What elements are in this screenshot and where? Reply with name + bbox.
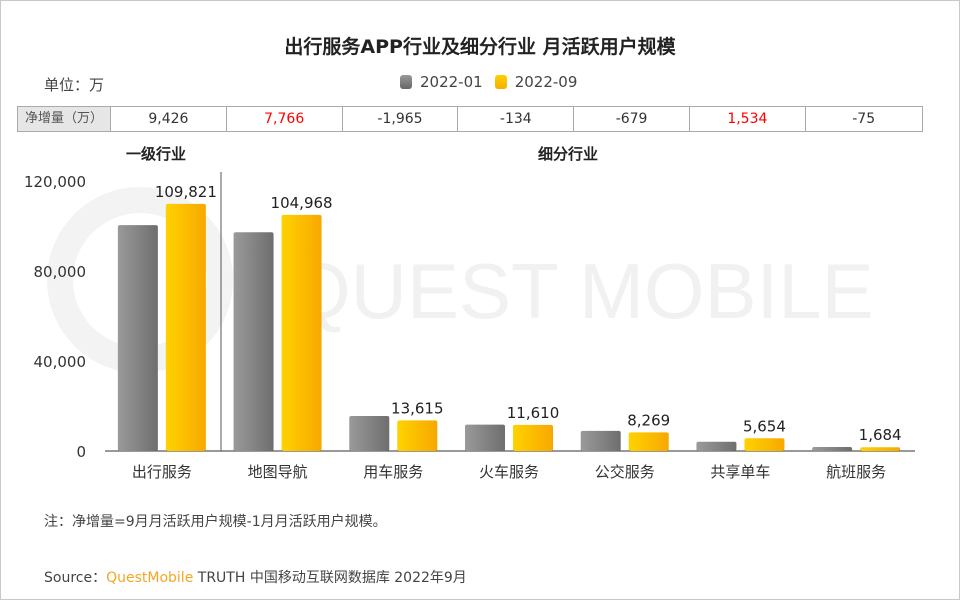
y-tick-label: 40,000 — [34, 353, 87, 371]
legend-label-2022-01: 2022-01 — [420, 73, 483, 91]
legend-label-2022-09: 2022-09 — [514, 73, 578, 91]
watermark-text: QUEST MOBILE — [290, 247, 874, 335]
bar-2022-01 — [696, 441, 737, 451]
chart-title: 出行服务APP行业及细分行业 月活跃用户规模 — [284, 36, 676, 58]
net-increase-cell: -679 — [574, 107, 690, 131]
bar-2022-01 — [117, 225, 158, 451]
data-label: 5,654 — [743, 417, 786, 435]
unit-label: 单位：万 — [44, 76, 105, 94]
bar-2022-01 — [812, 447, 853, 451]
legend: 2022-01 2022-09 — [400, 73, 577, 91]
source-prefix: Source： — [44, 570, 107, 586]
x-tick-label: 航班服务 — [826, 463, 886, 481]
group-label-primary: 一级行业 — [126, 145, 187, 163]
footnote: 注：净增量=9月月活跃用户规模-1月月活跃用户规模。 — [44, 514, 387, 530]
bar-2022-09 — [397, 420, 438, 451]
y-tick-label: 120,000 — [24, 173, 86, 191]
data-label: 8,269 — [627, 411, 670, 429]
bar-2022-09 — [744, 438, 785, 451]
x-tick-label: 用车服务 — [363, 463, 423, 481]
net-increase-cell: -134 — [458, 107, 575, 131]
y-tick-label: 0 — [76, 443, 86, 461]
bar-2022-09 — [165, 203, 206, 451]
bar-2022-09 — [513, 424, 553, 451]
data-label: 11,610 — [507, 404, 560, 422]
bar-2022-01 — [465, 424, 505, 451]
bar-2022-09 — [281, 214, 322, 451]
bar-2022-01 — [349, 415, 390, 451]
net-increase-cell: -1,965 — [343, 107, 459, 131]
bar-2022-01 — [580, 430, 621, 451]
net-increase-table: 净增量（万） 9,426 7,766 -1,965 -134 -679 1,534 -75 — [17, 106, 923, 132]
source: Source：QuestMobile TRUTH 中国移动互联网数据库 2022… — [44, 567, 467, 587]
source-rest: TRUTH 中国移动互联网数据库 2022年9月 — [193, 570, 467, 586]
data-label: 104,968 — [271, 194, 333, 212]
net-increase-cell: 9,426 — [111, 107, 227, 131]
bar-2022-09 — [628, 432, 669, 451]
net-increase-cell: 7,766 — [227, 107, 343, 131]
x-tick-label: 地图导航 — [248, 463, 308, 481]
x-tick-label: 公交服务 — [595, 463, 655, 481]
x-tick-label: 火车服务 — [479, 463, 539, 481]
legend-swatch-2022-09 — [494, 75, 507, 89]
data-label: 13,615 — [391, 399, 444, 417]
net-increase-header: 净增量（万） — [18, 107, 111, 131]
x-tick-label: 共享单车 — [710, 463, 770, 481]
source-brand: QuestMobile — [106, 570, 194, 586]
x-tick-label: 出行服务 — [132, 463, 192, 481]
y-tick-label: 80,000 — [34, 263, 87, 281]
data-label: 1,684 — [859, 426, 902, 444]
legend-swatch-2022-01 — [400, 75, 412, 89]
bar-2022-09 — [860, 447, 901, 451]
net-increase-cell: 1,534 — [690, 107, 806, 131]
group-label-sub: 细分行业 — [538, 145, 599, 163]
bar-2022-01 — [233, 232, 274, 451]
data-label: 109,821 — [155, 183, 217, 201]
net-increase-cell: -75 — [852, 111, 876, 127]
